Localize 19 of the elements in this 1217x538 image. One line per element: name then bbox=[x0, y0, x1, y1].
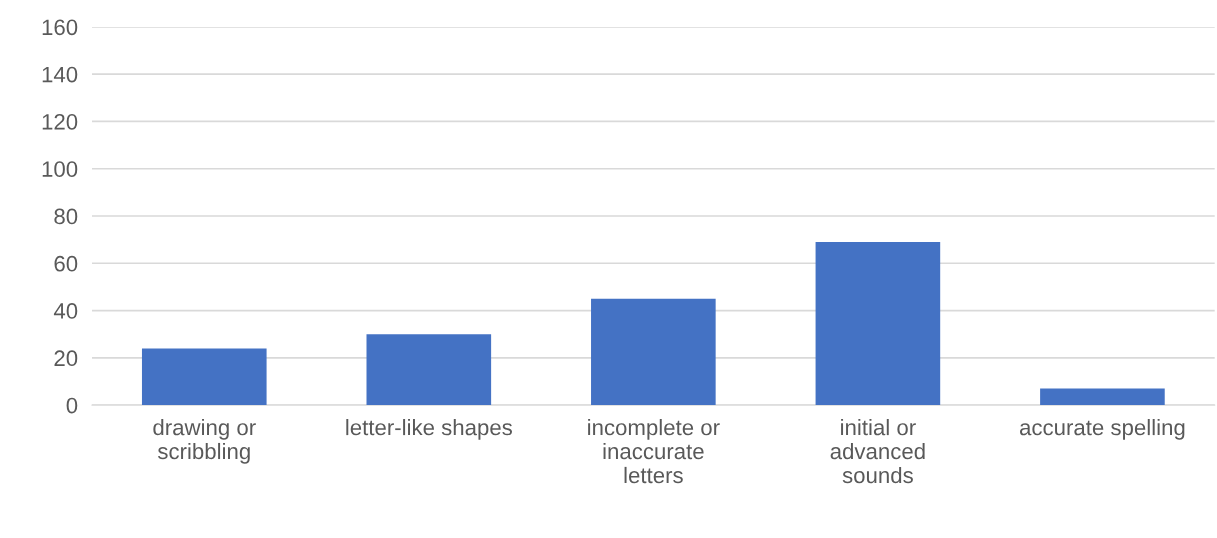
x-tick-label: initial or advanced sounds bbox=[830, 419, 925, 484]
x-tick-label: incomplete or inaccurate letters bbox=[588, 419, 720, 484]
bar bbox=[591, 298, 716, 406]
y-tick-label: 0 bbox=[66, 397, 78, 414]
y-tick-label: 80 bbox=[54, 208, 78, 225]
y-tick-label: 40 bbox=[53, 303, 78, 319]
y-tick-label: 60 bbox=[54, 255, 78, 272]
y-tick-label: 20 bbox=[54, 350, 78, 367]
bar bbox=[815, 242, 941, 406]
bar bbox=[141, 348, 267, 406]
x-tick-label: drawing or scribbling bbox=[153, 419, 256, 464]
y-tick-label: 160 bbox=[42, 19, 78, 36]
bar bbox=[366, 334, 492, 406]
y-tick-label: 140 bbox=[42, 66, 78, 83]
x-tick-label: letter-like shapes bbox=[346, 419, 512, 440]
y-tick-label: 100 bbox=[42, 161, 78, 177]
y-tick-label: 120 bbox=[42, 113, 78, 130]
x-tick-label: accurate spelling bbox=[1019, 419, 1185, 440]
bar bbox=[1040, 388, 1165, 406]
